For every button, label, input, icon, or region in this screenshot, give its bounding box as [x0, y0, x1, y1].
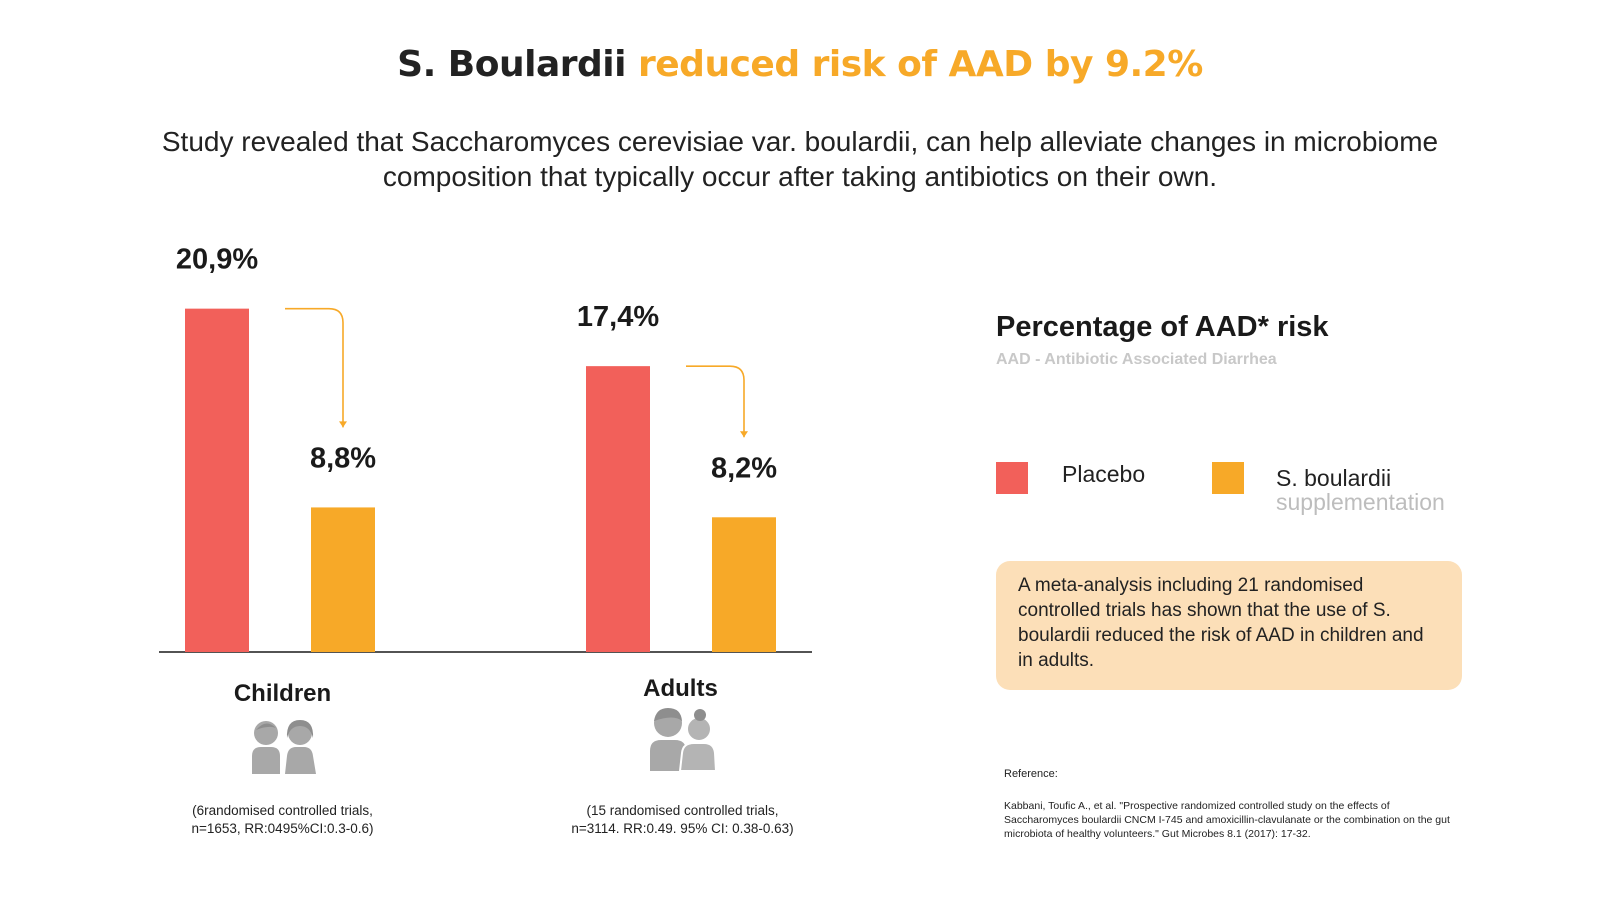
data-label-placebo-children: 20,9% — [176, 244, 258, 276]
title-accent: reduced risk of AAD by 9.2% — [638, 44, 1203, 85]
legend-label-placebo: Placebo — [1062, 461, 1146, 487]
legend-label-boulardii-line2: supplementation — [1276, 489, 1445, 515]
legend-label-boulardii: S. boulardii supplementation — [1276, 466, 1445, 514]
legend-subtitle: AAD - Antibiotic Associated Diarrhea — [996, 351, 1277, 368]
footnote-adults-line1: (15 randomised controlled trials, — [586, 803, 779, 818]
reference-heading: Reference: — [1004, 768, 1058, 780]
legend-swatch-placebo — [996, 462, 1028, 494]
meta-analysis-note: A meta-analysis including 21 randomised … — [996, 561, 1462, 690]
data-label-placebo-adults: 17,4% — [577, 301, 659, 333]
footnote-children-line1: (6randomised controlled trials, — [192, 803, 373, 818]
bar-placebo-children — [185, 308, 249, 652]
category-label-adults: Adults — [643, 675, 718, 702]
category-label-children: Children — [233, 680, 332, 707]
page-title: S. Boulardii reduced risk of AAD by 9.2% — [0, 44, 1600, 85]
legend-title: Percentage of AAD* risk — [996, 311, 1329, 343]
reduction-arrow-adults — [686, 365, 745, 438]
reduction-arrowhead-adults — [740, 431, 748, 438]
data-label-boulardii-adults: 8,2% — [711, 452, 777, 484]
intro-text: Study revealed that Saccharomyces cerevi… — [161, 126, 1439, 192]
footnote-children-line2: n=1653, RR:0495%CI:0.3-0.6) — [191, 821, 374, 836]
bar-placebo-adults — [586, 366, 650, 652]
adults-icon — [650, 708, 718, 771]
title-lead: S. Boulardii — [397, 44, 626, 85]
legend-label-boulardii-line1: S. boulardii — [1276, 465, 1392, 491]
footnote-adults: (15 randomised controlled trials, n=3114… — [540, 802, 825, 838]
reduction-arrowhead-children — [339, 421, 347, 428]
bar-boulardii-adults — [712, 517, 776, 652]
legend-swatch-boulardii — [1212, 462, 1244, 494]
footnote-adults-line2: n=3114. RR:0.49. 95% CI: 0.38-0.63) — [571, 821, 794, 836]
reduction-arrow-children — [285, 307, 344, 428]
reference-text: Kabbani, Toufic A., et al. "Prospective … — [1004, 800, 1450, 840]
footnote-children: (6randomised controlled trials, n=1653, … — [150, 802, 415, 838]
bar-boulardii-children — [311, 507, 375, 652]
data-label-boulardii-children: 8,8% — [310, 442, 376, 474]
children-icon — [252, 720, 316, 774]
